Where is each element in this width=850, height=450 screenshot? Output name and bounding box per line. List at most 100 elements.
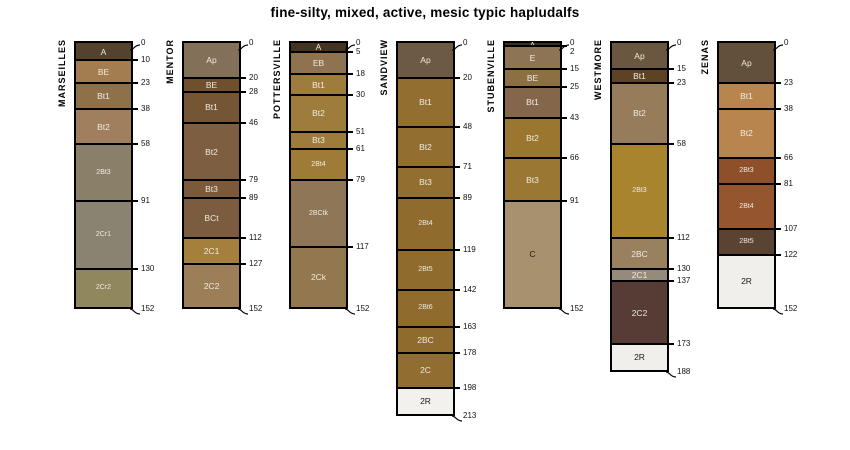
horizon: Bt2 xyxy=(719,109,774,158)
depth-tick xyxy=(774,228,781,231)
depth-label: 46 xyxy=(249,118,258,128)
horizon: Ap xyxy=(612,43,667,70)
depth-label: 23 xyxy=(784,78,793,88)
horizon-boundary xyxy=(505,68,560,71)
horizon-label: 2C2 xyxy=(203,280,220,291)
horizon-label: 2Bt5 xyxy=(418,266,433,274)
horizon: Bt2 xyxy=(505,117,560,158)
horizon: Bt1 xyxy=(184,91,239,124)
depth-tick xyxy=(346,148,353,151)
horizon-boundary xyxy=(398,289,453,292)
depth-tick xyxy=(131,142,138,145)
horizon: 2Bt4 xyxy=(398,197,453,251)
horizon: A xyxy=(505,40,560,49)
horizon-label: 2Bt4 xyxy=(739,202,754,210)
horizon: 2R xyxy=(612,344,667,371)
depth-label: 112 xyxy=(677,232,690,242)
depth-tick xyxy=(665,39,677,57)
horizon: EB xyxy=(291,51,346,75)
depth-label: 43 xyxy=(570,112,579,122)
depth-label: 137 xyxy=(677,276,691,286)
horizon-label: A xyxy=(100,46,107,57)
depth-tick xyxy=(772,304,784,322)
depth-tick xyxy=(453,165,460,168)
horizon-boundary xyxy=(505,85,560,88)
horizon: 2C2 xyxy=(184,263,239,308)
horizon-label: Bt2 xyxy=(633,108,646,119)
depth-label: 188 xyxy=(677,367,691,377)
horizon-label: BE xyxy=(97,66,110,77)
depth-label: 91 xyxy=(141,196,150,206)
figure-title: fine-silty, mixed, active, mesic typic h… xyxy=(270,5,580,20)
horizon: 2C xyxy=(398,352,453,388)
horizon: Bt1 xyxy=(719,83,774,110)
horizon-label: 2Bt4 xyxy=(418,219,433,227)
horizon: 2Bt5 xyxy=(719,229,774,256)
depth-tick xyxy=(453,386,460,389)
horizon-boundary xyxy=(291,148,346,151)
horizon-boundary xyxy=(398,386,453,389)
depth-label: 58 xyxy=(141,138,150,148)
depth-label: 0 xyxy=(570,38,575,47)
horizon-label: Bt2 xyxy=(312,108,325,119)
depth-tick xyxy=(453,249,460,252)
depth-tick xyxy=(346,130,353,133)
horizon-label: 2Cr2 xyxy=(95,284,112,292)
depth-label: 10 xyxy=(141,55,150,65)
depth-tick xyxy=(346,245,353,248)
horizon-label: 2R xyxy=(420,395,431,406)
horizon-label: 2Bt3 xyxy=(739,166,754,174)
depth-label: 38 xyxy=(784,104,793,114)
horizon-boundary xyxy=(184,76,239,79)
depth-label: 130 xyxy=(141,264,155,274)
depth-label: 89 xyxy=(249,192,258,202)
depth-tick xyxy=(239,76,246,79)
depth-tick xyxy=(774,82,781,85)
horizon: A xyxy=(291,43,346,52)
horizon-boundary xyxy=(612,236,667,239)
depth-label: 15 xyxy=(677,64,686,74)
depth-tick xyxy=(560,68,567,71)
profile-name-label: WESTMORE xyxy=(593,39,603,100)
depth-label: 61 xyxy=(356,144,365,154)
horizon-boundary xyxy=(719,156,774,159)
horizon-label: 2R xyxy=(634,352,645,363)
horizon-boundary xyxy=(184,196,239,199)
horizon-boundary xyxy=(184,236,239,239)
horizon-label: Ap xyxy=(634,51,645,62)
horizon-label: 2Ck xyxy=(310,272,327,283)
depth-label: 23 xyxy=(141,78,150,88)
horizon-label: Bt1 xyxy=(740,91,753,102)
depth-tick xyxy=(558,304,570,322)
horizon-boundary xyxy=(76,82,131,85)
horizon: BCt xyxy=(184,197,239,238)
horizon: Ap xyxy=(398,43,453,78)
depth-label: 71 xyxy=(463,161,472,171)
horizon: 2Bt4 xyxy=(291,149,346,181)
horizon-label: Ap xyxy=(420,55,431,66)
depth-tick xyxy=(451,411,463,429)
horizon-label: 2BC xyxy=(417,334,434,345)
horizon: 2Cr1 xyxy=(76,201,131,270)
depth-label: 0 xyxy=(249,38,254,47)
horizon: Bt2 xyxy=(291,95,346,132)
depth-tick xyxy=(346,73,353,76)
horizon-label: A xyxy=(530,40,536,49)
depth-label: 117 xyxy=(356,241,369,251)
horizon: 2Cr2 xyxy=(76,269,131,308)
horizon: A xyxy=(76,43,131,61)
horizon: Bt3 xyxy=(398,166,453,198)
depth-tick xyxy=(667,280,674,283)
depth-tick xyxy=(131,59,138,62)
horizon-label: A xyxy=(315,42,322,53)
depth-label: 66 xyxy=(784,152,793,162)
profile-column: Ap BE Bt1 Bt2 Bt3 BCt 2C1 2C2 xyxy=(182,41,241,310)
horizon: Bt1 xyxy=(291,74,346,96)
depth-label: 48 xyxy=(463,121,472,131)
horizon-boundary xyxy=(184,90,239,93)
horizon-boundary xyxy=(398,249,453,252)
horizon: 2R xyxy=(398,387,453,414)
horizon: Bt2 xyxy=(184,123,239,181)
horizon-boundary xyxy=(184,179,239,182)
horizon: Bt1 xyxy=(612,69,667,83)
